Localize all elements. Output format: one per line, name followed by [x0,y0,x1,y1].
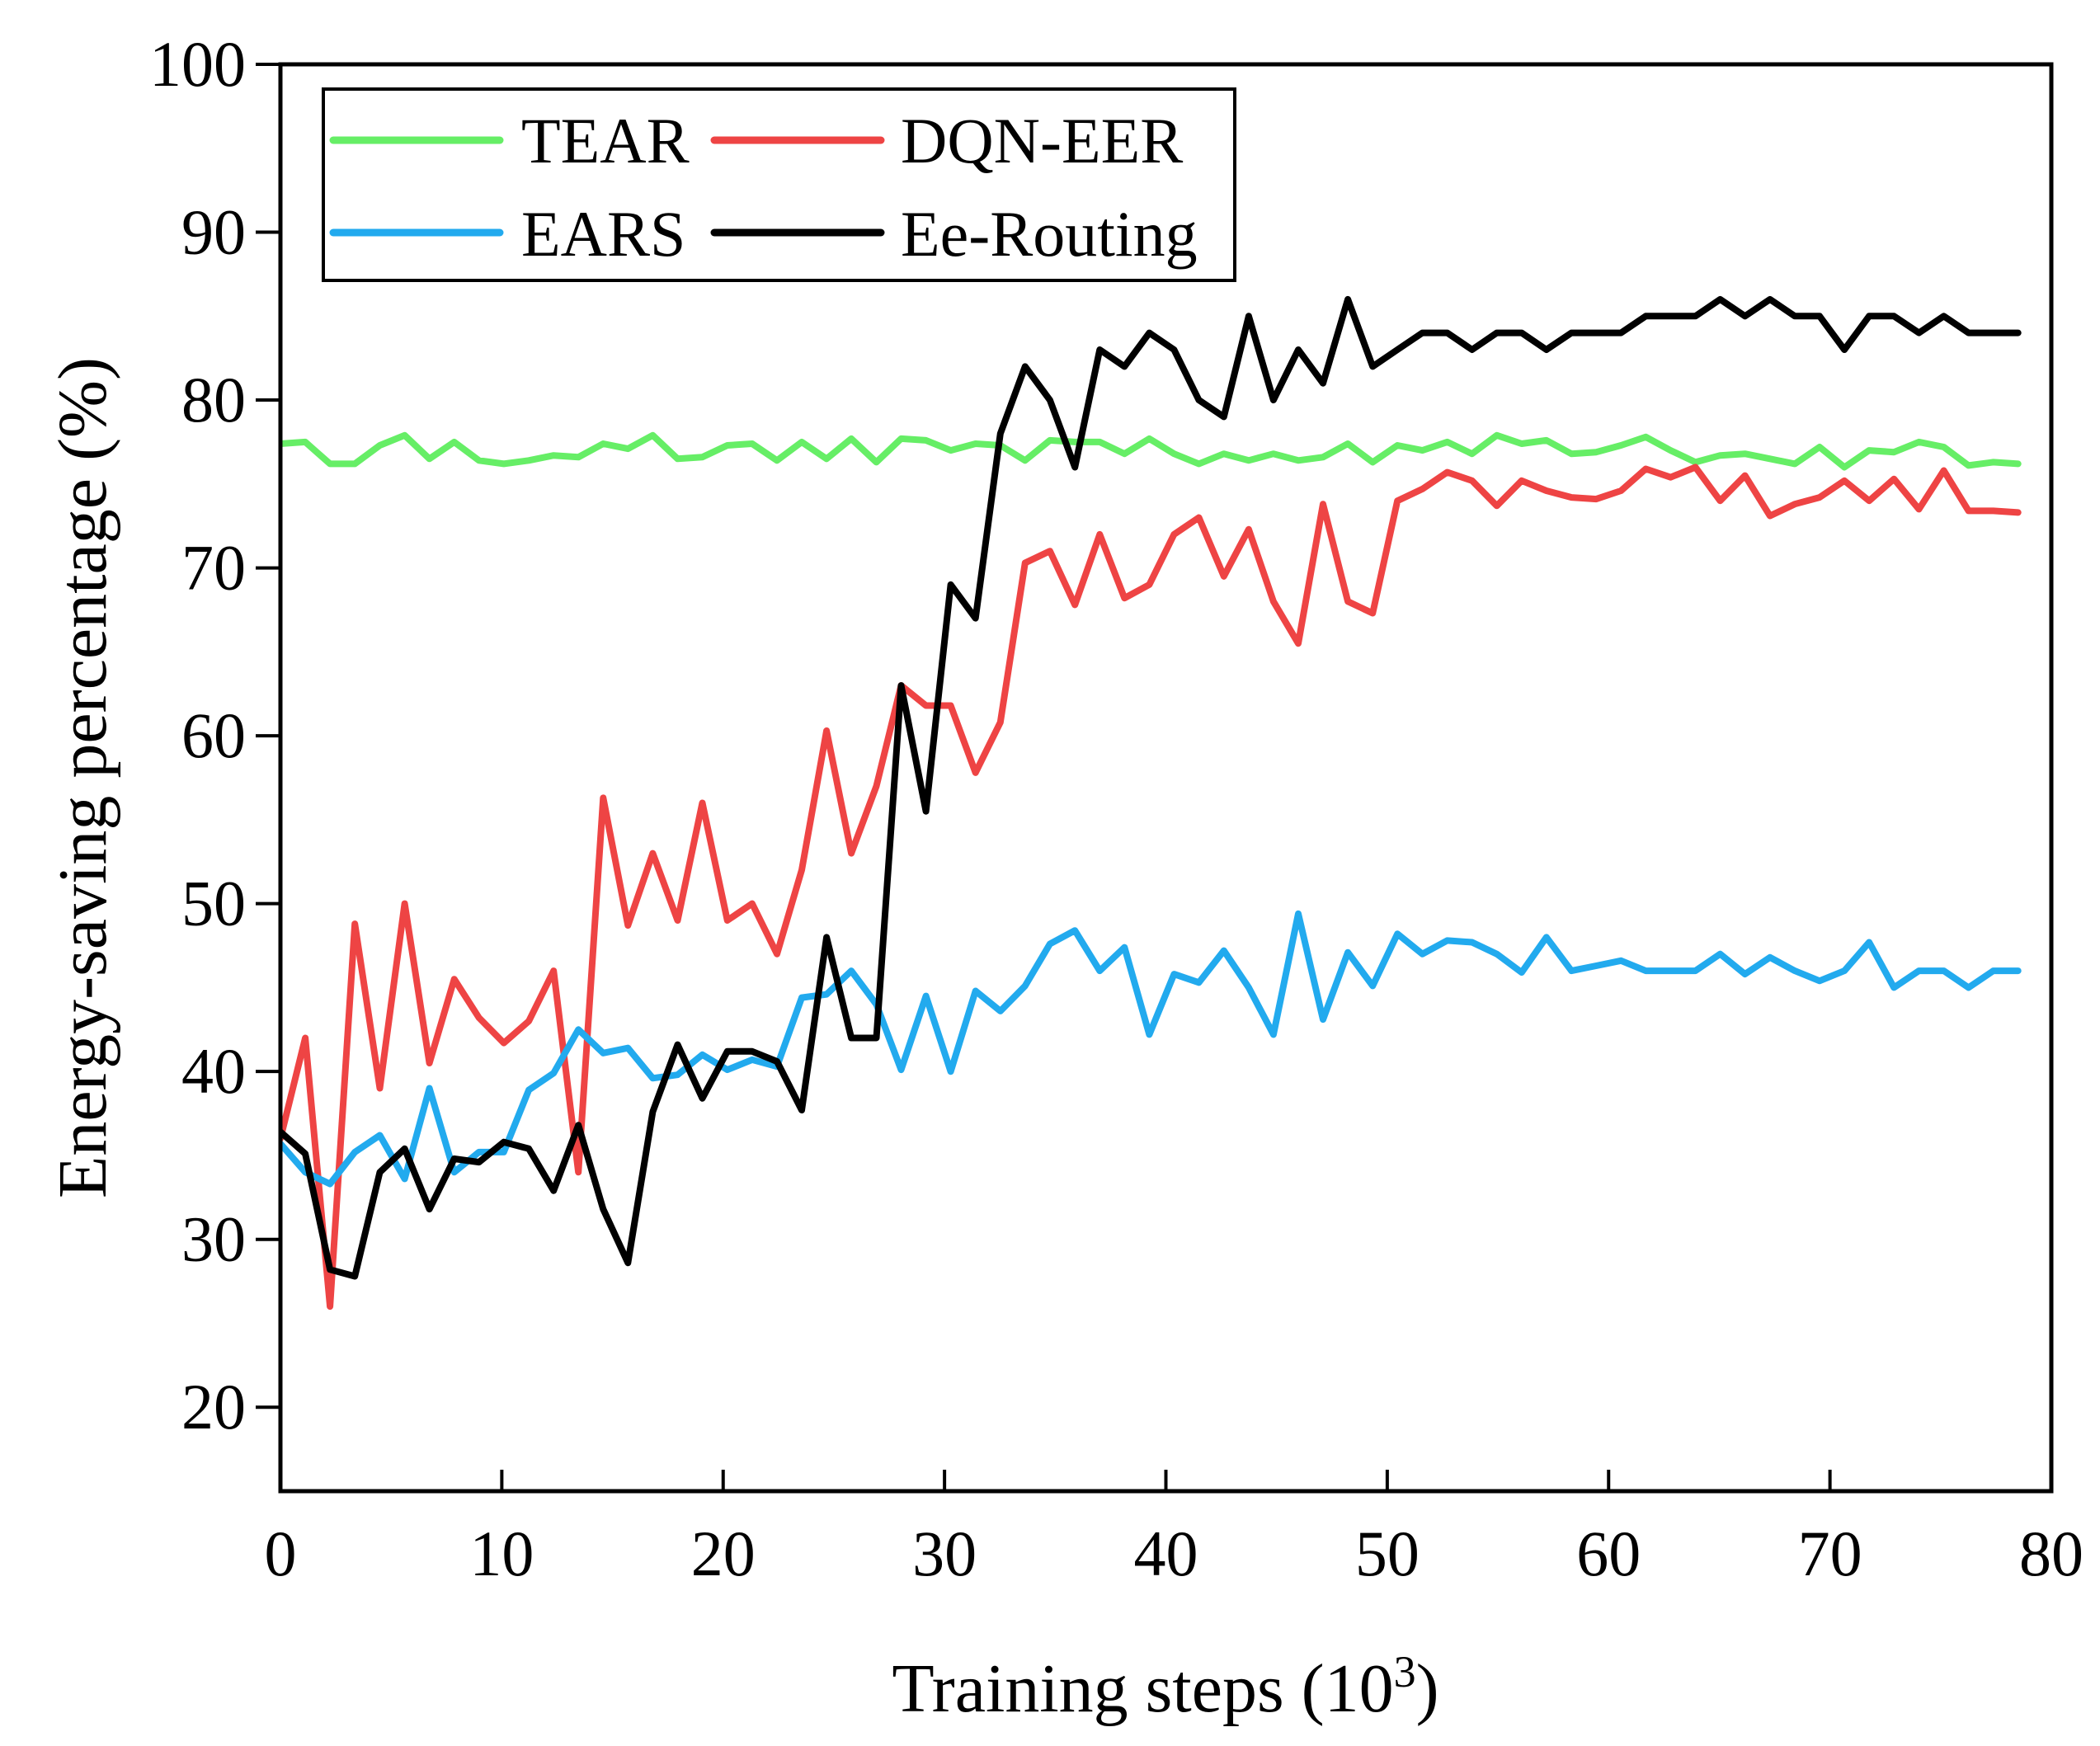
x-axis-label-close: ) [1416,1650,1439,1727]
x-tick-label: 70 [1798,1518,1862,1589]
y-tick-label: 100 [149,28,246,100]
x-tick-label: 50 [1355,1518,1420,1589]
legend-label-ears: EARS [521,198,685,270]
series-line-tear [280,431,2022,471]
y-tick-label: 50 [181,868,246,939]
ticks-layer: 0 10 20 30 40 50 60 70 80 20 30 40 50 60 70 80 90 100 [149,28,2084,1589]
x-axis-label-superscript: 3 [1394,1647,1416,1697]
x-tick-label: 40 [1134,1518,1198,1589]
y-tick-label: 30 [181,1203,246,1275]
x-axis-label-main: Training steps (10 [892,1650,1393,1727]
legend-label-ee-routing: Ee-Routing [901,198,1198,270]
series-line-ears [280,910,2022,1188]
x-tick-label: 80 [2019,1518,2084,1589]
y-tick-label: 70 [181,532,246,604]
x-tick-label: 20 [691,1518,756,1589]
x-tick-label: 60 [1576,1518,1641,1589]
x-tick-label: 30 [912,1518,977,1589]
series-layer [280,295,2022,1311]
y-tick-label: 60 [181,699,246,771]
y-tick-label: 40 [181,1035,246,1107]
legend-label-dqn-eer: DQN-EER [901,105,1183,176]
series-line-dqn-eer [280,464,2022,1311]
legend-label-tear: TEAR [521,105,690,176]
legend: TEAR DQN-EER EARS Ee-Routing [322,87,1236,282]
y-tick-label: 90 [181,196,246,268]
y-tick-label: 20 [181,1371,246,1442]
series-line-ee-routing [280,295,2022,1280]
legend-box [322,87,1236,282]
x-tick-label: 0 [265,1518,297,1589]
y-tick-label: 80 [181,364,246,435]
x-axis-label: Training steps (103) [892,1647,1438,1727]
x-tick-label: 10 [469,1518,534,1589]
y-axis-label: Energy-saving percentage (%) [45,357,121,1198]
